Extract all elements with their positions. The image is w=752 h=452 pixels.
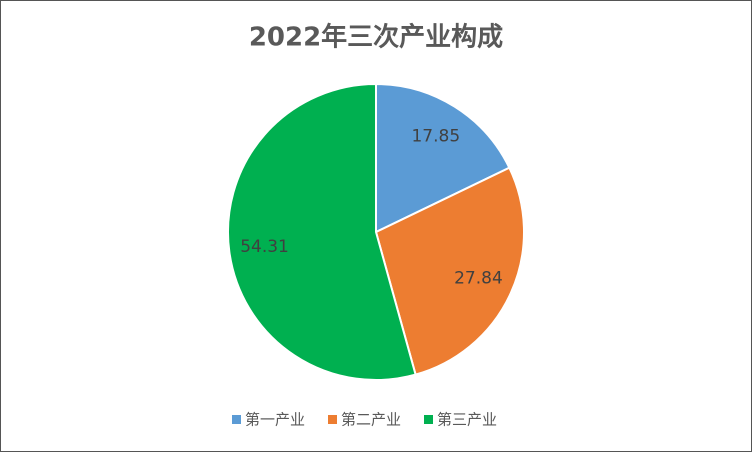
pie-slice	[374, 166, 525, 376]
legend-label: 第三产业	[437, 411, 497, 429]
pie-slice	[375, 82, 511, 234]
data-label: 54.31	[240, 237, 289, 257]
legend-swatch	[328, 415, 337, 424]
data-label: 27.84	[454, 268, 503, 288]
legend-swatch	[232, 415, 241, 424]
legend-label: 第二产业	[341, 411, 401, 429]
data-label: 17.85	[411, 127, 460, 147]
chart-title: 2022年三次产业构成	[249, 22, 503, 53]
legend-swatch	[424, 415, 433, 424]
pie-slice	[226, 82, 417, 381]
legend-label: 第一产业	[245, 411, 305, 429]
